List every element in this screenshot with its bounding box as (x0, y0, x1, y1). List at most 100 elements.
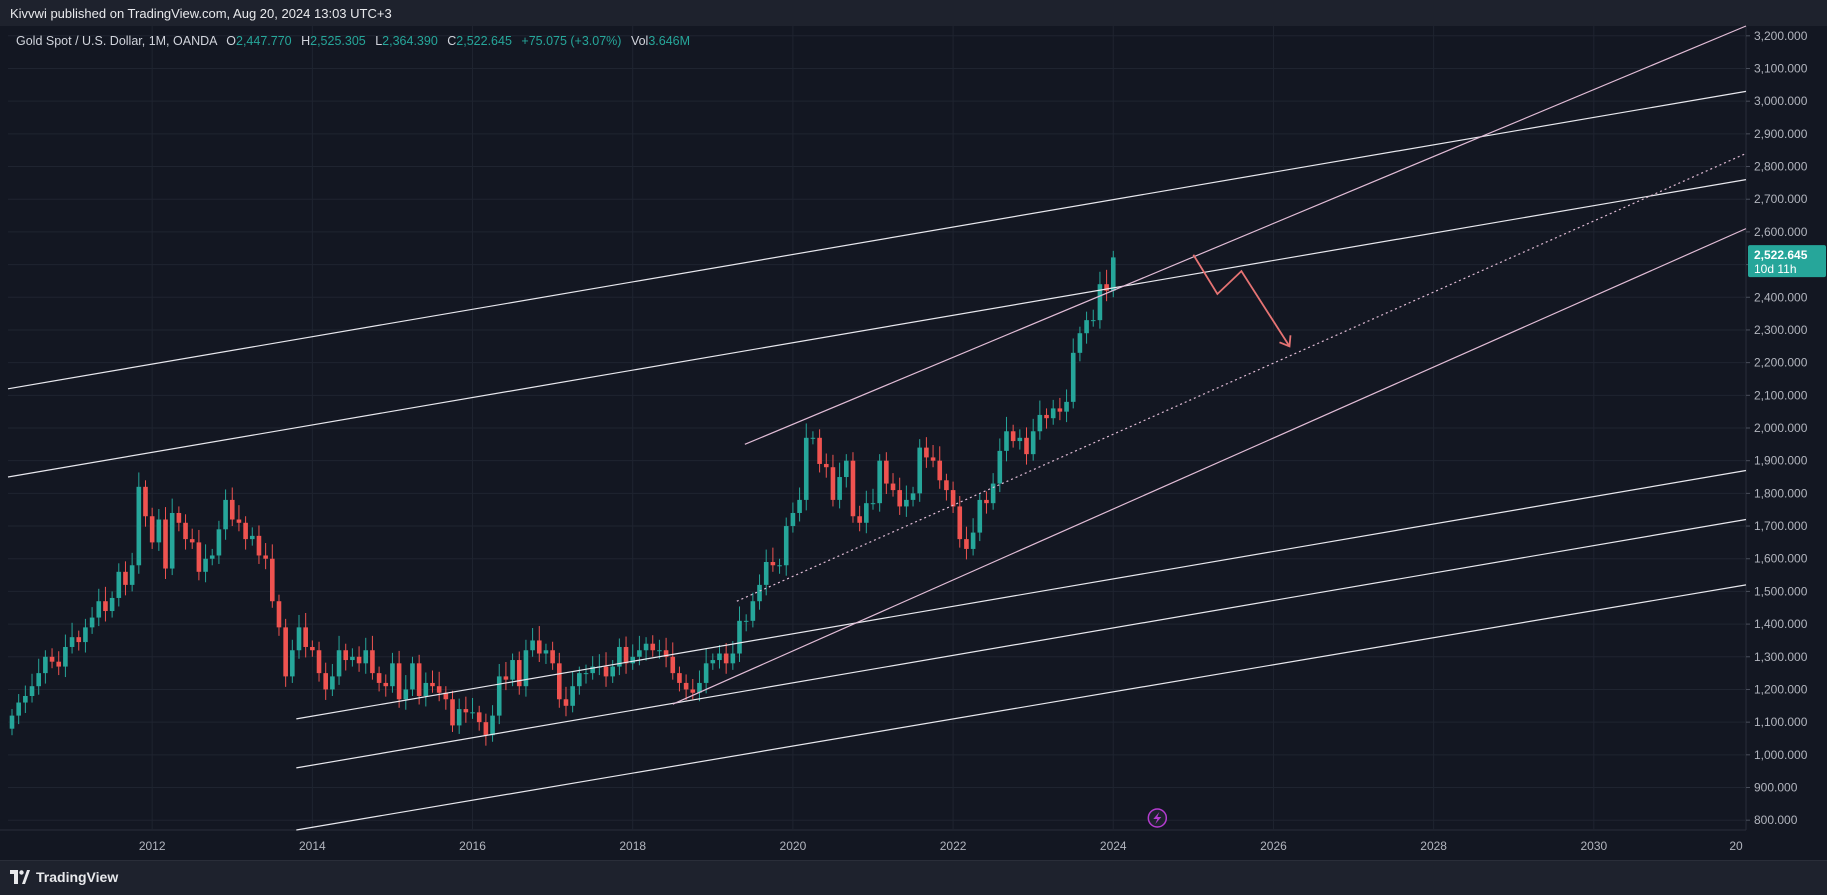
y-tick-label: 2,900.000 (1754, 127, 1808, 141)
candle-body (176, 512, 182, 523)
candle-body (223, 499, 228, 530)
candle-body (356, 656, 362, 664)
support-line-1 (296, 469, 1747, 720)
candle-body (1077, 333, 1083, 353)
y-tick-label: 3,100.000 (1754, 61, 1808, 75)
candle-body (29, 686, 35, 696)
candle-body (56, 661, 62, 667)
candle-body (964, 539, 969, 549)
candle-body (590, 666, 595, 674)
candle-body (817, 437, 822, 464)
candle-body (49, 656, 55, 662)
y-tick-label: 900.000 (1754, 781, 1798, 795)
candle-body (203, 558, 208, 572)
pink-lower-trendline (672, 228, 1747, 705)
tradingview-logo[interactable]: TradingView (10, 869, 118, 885)
candle-body (690, 689, 696, 693)
candle-body (1070, 352, 1076, 402)
candle-body (630, 656, 636, 664)
change-value: +75.075 (+3.07%) (521, 34, 622, 48)
candle-body (710, 660, 716, 664)
candle-body (416, 663, 422, 696)
candle-body (390, 663, 395, 687)
symbol-title: Gold Spot / U.S. Dollar, 1M, OANDA (16, 34, 217, 48)
candle-body (550, 650, 555, 664)
candle-body (997, 450, 1003, 484)
candle-body (1010, 431, 1016, 442)
candle-body (109, 597, 115, 612)
open-label: O (226, 34, 236, 48)
candle-body (330, 676, 335, 690)
candle-body (243, 522, 248, 540)
candle-body (196, 542, 202, 572)
candle-body (823, 463, 829, 468)
candle-body (603, 666, 609, 677)
candle-body (370, 650, 375, 674)
candle-body (797, 499, 802, 513)
footer-bar: TradingView (0, 860, 1827, 895)
candle-body (910, 493, 916, 500)
x-tick-label: 2012 (139, 839, 166, 853)
candle-body (957, 506, 963, 540)
candle-body (16, 702, 21, 716)
candle-body (450, 699, 455, 726)
candle-body (503, 676, 509, 680)
x-tick-label: 2016 (459, 839, 486, 853)
chart-grid (0, 26, 1827, 831)
y-tick-label: 1,100.000 (1754, 715, 1808, 729)
x-tick-label: 2028 (1420, 839, 1447, 853)
candle-body (857, 516, 862, 523)
dotted-mid-trendline (736, 152, 1747, 602)
candle-body (229, 499, 235, 520)
candle-body (216, 529, 222, 556)
candle-body (456, 709, 462, 726)
candle-body (470, 712, 475, 714)
candle-body (363, 650, 369, 664)
pink-upper-trendline (744, 25, 1747, 445)
candle-body (1050, 408, 1056, 419)
candle-body (543, 650, 549, 654)
drawing-overlays (7, 25, 1747, 831)
alert-marker (1147, 808, 1168, 828)
candle-body (763, 562, 769, 585)
x-tick-label: 2024 (1100, 839, 1127, 853)
last-price-value: 2,522.645 (1754, 248, 1808, 262)
candle-body (536, 640, 542, 654)
candle-body (683, 682, 689, 690)
y-tick-label: 1,300.000 (1754, 650, 1808, 664)
candle-body (483, 722, 489, 736)
candle-body (743, 620, 749, 622)
y-tick-label: 2,700.000 (1754, 192, 1808, 206)
candle-body (143, 486, 148, 517)
candle-body (904, 499, 909, 507)
candle-body (864, 503, 869, 523)
y-tick-label: 1,000.000 (1754, 748, 1808, 762)
symbol-legend[interactable]: Gold Spot / U.S. Dollar, 1M, OANDA O2,44… (16, 34, 690, 48)
candle-body (657, 650, 662, 652)
projection-arrowhead (1279, 335, 1292, 348)
y-tick-label: 2,600.000 (1754, 225, 1808, 239)
support-line-2 (296, 518, 1747, 769)
candle-body (296, 627, 302, 651)
candle-body (977, 499, 983, 533)
high-value: 2,525.305 (310, 34, 366, 48)
candle-body (1084, 320, 1089, 334)
candle-body (149, 516, 155, 543)
candle-body (510, 660, 515, 680)
channel-resistance-line (7, 179, 1747, 478)
candle-body (43, 656, 48, 674)
candle-body (396, 663, 402, 700)
price-chart[interactable]: 800.000 900.000 1,000.000 1,100.000 1,200.00… (0, 0, 1827, 860)
candle-body (570, 686, 575, 706)
candle-body (1097, 284, 1103, 321)
y-tick-label: 3,200.000 (1754, 29, 1808, 43)
candle-body (103, 601, 108, 612)
candle-body (270, 558, 275, 602)
candle-body (703, 663, 709, 683)
y-tick-label: 2,000.000 (1754, 421, 1808, 435)
candle-body (1104, 284, 1109, 291)
candle-body (837, 477, 842, 500)
candle-body (577, 673, 582, 687)
y-tick-label: 2,800.000 (1754, 160, 1808, 174)
candle-body (76, 637, 82, 643)
